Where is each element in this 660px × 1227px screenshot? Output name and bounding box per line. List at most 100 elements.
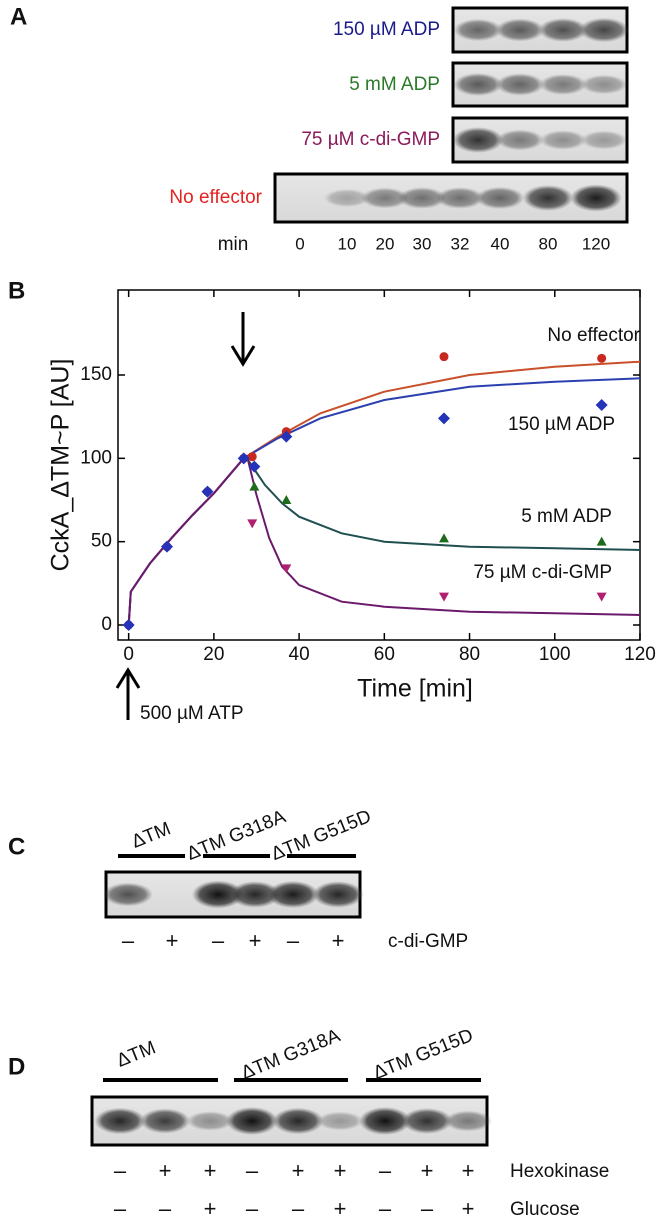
gel-band: [226, 1107, 278, 1135]
point: [161, 540, 174, 553]
time-label: 80: [539, 234, 558, 253]
panel-label: C: [8, 833, 25, 860]
gel-band: [139, 1108, 191, 1134]
sign: –: [292, 1196, 305, 1221]
y-tick-label: 150: [80, 364, 112, 385]
time-label: 30: [413, 234, 432, 253]
sign: –: [114, 1158, 127, 1183]
panel-label: D: [8, 1053, 25, 1080]
x-tick-label: 0: [123, 644, 134, 665]
gel-band: [580, 74, 628, 95]
sign: +: [292, 1158, 305, 1183]
point: [237, 452, 250, 465]
gel-band: [192, 880, 244, 909]
x-tick-label: 40: [289, 644, 310, 665]
annotation: 500 µM ATP: [140, 703, 244, 724]
group-label: ΔTM: [114, 1037, 159, 1072]
group-label: ΔTM G318A: [238, 1025, 343, 1084]
point: [248, 460, 261, 473]
arrow: [230, 312, 256, 367]
x-axis-title: Time [min]: [357, 675, 473, 703]
point: [201, 485, 214, 498]
sign: –: [246, 1158, 259, 1183]
gel-band: [580, 130, 628, 150]
time-label: 120: [582, 234, 610, 253]
sign: +: [159, 1158, 172, 1183]
gel-band: [267, 880, 319, 909]
gel-band: [495, 18, 545, 42]
x-tick-label: 20: [203, 644, 224, 665]
row-label: c-di-GMP: [388, 931, 468, 952]
point: [247, 519, 258, 529]
point: [122, 619, 135, 631]
point: [247, 452, 257, 462]
time-label: 32: [451, 234, 470, 253]
time-label: 40: [491, 234, 510, 253]
gel-band: [435, 187, 485, 209]
axis-label: min: [218, 234, 249, 255]
point: [249, 481, 260, 491]
sign: +: [249, 928, 262, 953]
gel-band: [495, 73, 545, 96]
arrow: [115, 667, 141, 720]
y-tick-label: 50: [91, 531, 112, 552]
row-label: 75 µM c-di-GMP: [301, 129, 440, 150]
point: [597, 353, 607, 363]
sign: –: [379, 1196, 392, 1221]
sign: +: [204, 1158, 217, 1183]
gel-band: [401, 1108, 453, 1134]
gel-band: [522, 185, 574, 211]
time-label: 10: [338, 234, 357, 253]
sign: –: [122, 928, 135, 953]
gel-band: [397, 187, 447, 209]
point: [281, 564, 292, 574]
gel-band: [579, 17, 629, 43]
sign: +: [204, 1196, 217, 1221]
point: [596, 592, 607, 602]
x-tick-label: 80: [459, 644, 480, 665]
gel-band: [323, 188, 371, 208]
x-tick-label: 60: [374, 644, 395, 665]
point: [595, 399, 608, 411]
time-label: 20: [376, 234, 395, 253]
series-label: No effector: [547, 325, 640, 346]
plot-frame: [117, 289, 641, 641]
point: [438, 592, 449, 602]
gel-band: [452, 127, 504, 153]
point: [439, 352, 449, 362]
x-tick-label: 120: [624, 644, 656, 665]
point: [437, 412, 450, 425]
gel-band: [453, 72, 503, 97]
y-axis-title: CckA_ΔTM~P [AU]: [47, 359, 75, 572]
gel-band: [229, 881, 281, 908]
sign: –: [159, 1196, 172, 1221]
group-label: ΔTM G515D: [370, 1025, 476, 1084]
gel-band: [539, 74, 587, 95]
sign: +: [166, 928, 179, 953]
row-label: Hexokinase: [510, 1161, 609, 1182]
point: [596, 536, 607, 546]
gel-band: [359, 1107, 411, 1135]
sign: +: [462, 1158, 475, 1183]
sign: –: [212, 928, 225, 953]
gel-band: [538, 18, 588, 42]
x-tick-label: 100: [539, 644, 571, 665]
row-label: 150 µM ADP: [333, 19, 440, 40]
gel-band: [475, 186, 525, 210]
y-tick-label: 0: [101, 614, 112, 635]
gel-band: [103, 882, 153, 907]
gel-band: [444, 1110, 492, 1132]
point: [438, 533, 449, 543]
fit-curve: [243, 457, 641, 551]
gel-band: [94, 1107, 146, 1135]
gel-band: [539, 130, 587, 150]
series-label: 75 µM c-di-GMP: [473, 562, 612, 583]
sign: +: [462, 1196, 475, 1221]
group-label: ΔTM: [129, 818, 174, 853]
sign: +: [334, 1196, 347, 1221]
sign: +: [332, 928, 345, 953]
row-label: Glucose: [510, 1199, 580, 1220]
sign: +: [421, 1158, 434, 1183]
sign: –: [287, 928, 300, 953]
y-tick-label: 100: [80, 447, 112, 468]
